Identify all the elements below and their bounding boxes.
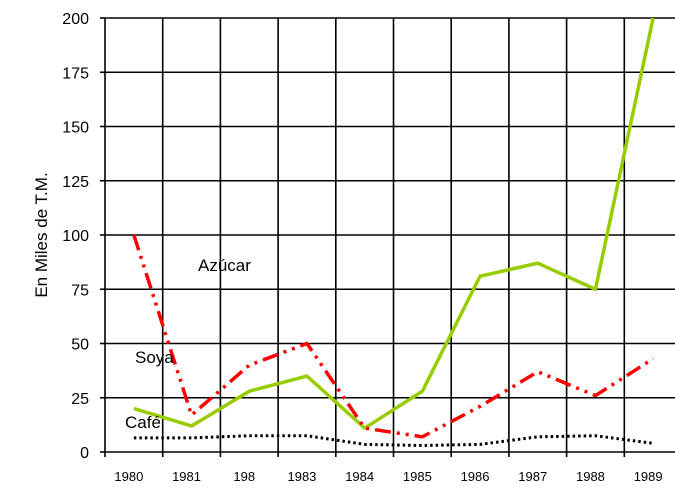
annotation-soya: Soya <box>135 348 174 367</box>
y-tick-label-0: 0 <box>80 445 89 462</box>
x-tick-label-1: 1981 <box>172 469 201 484</box>
x-tick-label-6: 1986 <box>461 469 490 484</box>
y-tick-label-3: 75 <box>71 282 89 299</box>
y-axis-ticks: 0 25 50 75 100 125 150 175 200 <box>62 11 89 462</box>
series-line-caf <box>133 434 654 447</box>
chart-grid <box>100 17 675 457</box>
y-tick-label-7: 175 <box>62 65 89 82</box>
y-tick-label-6: 150 <box>62 120 89 137</box>
chart-series <box>132 17 655 447</box>
y-tick-label-5: 125 <box>62 174 89 191</box>
x-tick-label-2: 198 <box>233 469 255 484</box>
y-tick-label-4: 100 <box>62 228 89 245</box>
series-line-azcar <box>133 17 655 430</box>
x-tick-label-9: 1989 <box>634 469 663 484</box>
x-tick-label-5: 1985 <box>403 469 432 484</box>
x-axis-ticks: 1980 1981 198 1983 1984 1985 1986 1987 1988 1989 <box>114 469 662 484</box>
x-tick-label-8: 1988 <box>576 469 605 484</box>
y-tick-label-2: 50 <box>71 337 89 354</box>
annotation-azucar: Azúcar <box>198 256 251 275</box>
x-tick-label-7: 1987 <box>518 469 547 484</box>
x-tick-label-4: 1984 <box>345 469 374 484</box>
annotation-cafe: Café <box>125 413 161 432</box>
x-tick-label-0: 1980 <box>114 469 143 484</box>
x-tick-label-3: 1983 <box>287 469 316 484</box>
y-tick-label-8: 200 <box>62 11 89 28</box>
y-axis-label: En Miles de T.M. <box>32 172 51 297</box>
series-line-soya <box>132 234 655 439</box>
y-tick-label-1: 25 <box>71 391 89 408</box>
